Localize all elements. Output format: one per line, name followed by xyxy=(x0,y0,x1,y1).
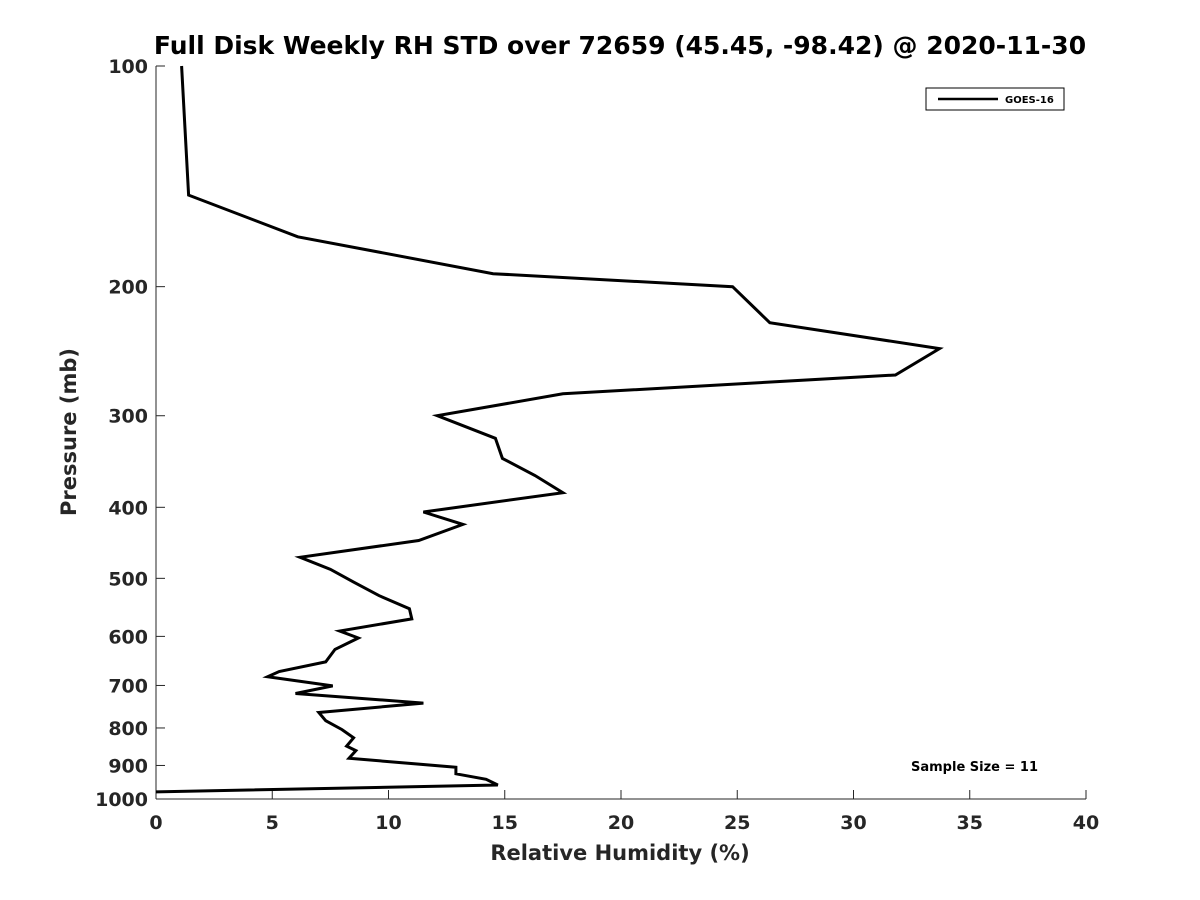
legend: GOES-16 xyxy=(925,87,1065,111)
x-tick-label-10: 10 xyxy=(375,812,401,834)
y-tick-label-1000: 1000 xyxy=(95,789,148,811)
y-axis-label: Pressure (mb) xyxy=(57,348,81,516)
x-tick-label-5: 5 xyxy=(266,812,279,834)
x-tick-label-35: 35 xyxy=(957,812,983,834)
x-tick-label-25: 25 xyxy=(724,812,750,834)
x-axis-label: Relative Humidity (%) xyxy=(490,841,749,865)
y-tick-label-100: 100 xyxy=(108,56,148,78)
y-tick-label-800: 800 xyxy=(108,718,148,740)
x-tick-label-0: 0 xyxy=(149,812,162,834)
x-tick-label-15: 15 xyxy=(492,812,518,834)
series-line-goes-16 xyxy=(155,65,944,794)
y-tick-label-700: 700 xyxy=(108,675,148,697)
legend-label-goes-16: GOES-16 xyxy=(1005,95,1054,106)
y-tick-label-300: 300 xyxy=(108,406,148,428)
series-layer xyxy=(155,65,944,794)
sample-size-annotation: Sample Size = 11 xyxy=(911,760,1038,775)
x-tick-label-20: 20 xyxy=(608,812,634,834)
chart-title: Full Disk Weekly RH STD over 72659 (45.4… xyxy=(154,31,1086,60)
x-tick-label-40: 40 xyxy=(1073,812,1099,834)
y-tick-label-400: 400 xyxy=(108,497,148,519)
y-tick-label-200: 200 xyxy=(108,277,148,299)
x-tick-label-30: 30 xyxy=(840,812,866,834)
y-tick-label-900: 900 xyxy=(108,755,148,777)
y-tick-label-500: 500 xyxy=(108,568,148,590)
y-tick-label-600: 600 xyxy=(108,626,148,648)
axes: 0 5 10 15 20 25 30 35 40 100 200 300 400 500 600 700 800… xyxy=(95,56,1099,834)
